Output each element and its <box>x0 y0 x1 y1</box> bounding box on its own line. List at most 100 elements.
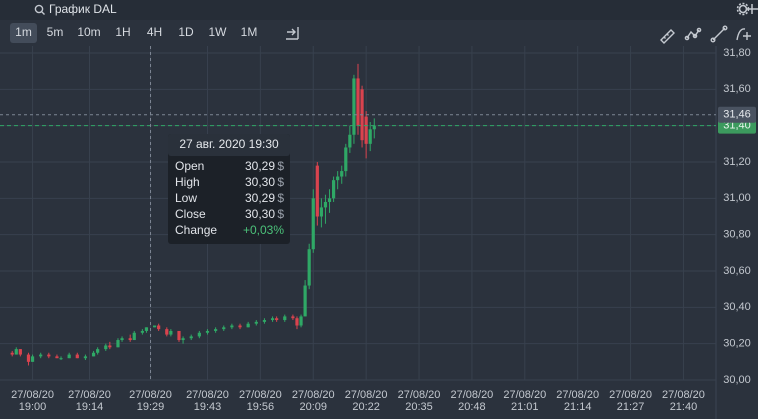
candle-body <box>169 330 173 335</box>
tooltip-value: +0,03% <box>243 223 284 237</box>
candle-body <box>303 285 307 317</box>
candle-body <box>340 171 344 177</box>
candle-body <box>157 325 161 330</box>
tooltip-title: 27 авг. 2020 19:30 <box>179 137 279 151</box>
timeframe-button[interactable]: 5m <box>47 25 64 39</box>
crosshair-tag <box>718 106 756 123</box>
candle-body <box>356 78 360 126</box>
candle-body <box>270 318 275 321</box>
x-tick-date: 27/08/20 <box>292 389 335 401</box>
candle-body <box>30 356 35 362</box>
tooltip-unit: $ <box>277 191 284 205</box>
x-tick-date: 27/08/20 <box>186 389 229 401</box>
candle-body <box>83 356 88 359</box>
tooltip-label: Low <box>175 191 197 205</box>
timeframe-button[interactable]: 1m <box>15 25 32 39</box>
candle-body <box>197 332 201 337</box>
export-icon[interactable] <box>286 27 299 40</box>
tooltip-label: Close <box>175 207 206 221</box>
candle-body <box>104 345 108 350</box>
y-tick-label: 31,60 <box>723 83 751 95</box>
tooltip-body <box>168 134 290 244</box>
x-tick-time: 21:27 <box>617 401 645 413</box>
x-tick-date: 27/08/20 <box>556 389 599 401</box>
add-icon[interactable] <box>747 4 758 14</box>
tooltip-unit: $ <box>277 159 284 173</box>
x-tick-date: 27/08/20 <box>345 389 388 401</box>
tooltip-label: Open <box>175 159 204 173</box>
candle-body <box>181 338 185 341</box>
candle-body <box>165 329 169 335</box>
x-tick-date: 27/08/20 <box>398 389 441 401</box>
tooltip-unit: $ <box>277 175 284 189</box>
x-tick-date: 27/08/20 <box>609 389 652 401</box>
candle-body <box>152 325 157 328</box>
x-tick-time: 20:09 <box>299 401 327 413</box>
timeframe-button[interactable]: 4H <box>147 25 162 39</box>
y-tick-label: 31,80 <box>723 47 751 59</box>
x-tick-date: 27/08/20 <box>239 389 282 401</box>
candle-body <box>26 354 31 362</box>
candle-body <box>144 327 149 331</box>
x-tick-date: 27/08/20 <box>68 389 111 401</box>
candle-body <box>352 78 356 135</box>
candle-body <box>116 340 120 348</box>
x-tick-date: 27/08/20 <box>129 389 172 401</box>
candle-body <box>262 320 267 322</box>
timeframe-button[interactable]: 1W <box>209 25 228 39</box>
candle-body <box>67 354 71 359</box>
y-tick-label: 30,00 <box>723 374 751 386</box>
candle-body <box>372 125 376 130</box>
x-tick-time: 19:29 <box>137 401 165 413</box>
x-tick-date: 27/08/20 <box>662 389 705 401</box>
x-tick-time: 21:14 <box>564 401 592 413</box>
x-tick-time: 20:48 <box>458 401 486 413</box>
x-tick-date: 27/08/20 <box>503 389 546 401</box>
candle-body <box>344 147 348 172</box>
candle-body <box>75 354 79 359</box>
tooltip-value: 30,29 <box>245 191 275 205</box>
candle-body <box>348 134 352 148</box>
search-field[interactable]: График DAL <box>49 2 117 16</box>
candle-body <box>222 327 226 330</box>
tool-icons[interactable] <box>660 25 751 44</box>
candle-body <box>91 352 96 357</box>
timeframe-button[interactable]: 1H <box>115 25 130 39</box>
candle-body <box>214 329 218 331</box>
timeframe-button[interactable]: 10m <box>77 25 100 39</box>
candle-body <box>336 176 340 181</box>
candle-body <box>189 336 193 339</box>
candle-body <box>319 207 323 217</box>
last-price-label: 31,40 <box>723 120 751 132</box>
timeframe-button[interactable]: 1D <box>178 25 194 39</box>
candle-body <box>108 345 112 348</box>
candle-body <box>14 349 18 355</box>
candle-body <box>59 358 63 360</box>
tooltip-value: 30,30 <box>245 207 275 221</box>
candle-body <box>323 201 328 208</box>
timeframe-active-bg <box>10 23 37 43</box>
x-tick-time: 21:01 <box>511 401 539 413</box>
search-icon <box>34 4 45 15</box>
x-tick-time: 19:00 <box>19 401 47 413</box>
candle-body <box>331 180 336 199</box>
candle-body <box>238 325 242 328</box>
candle-body <box>128 338 132 341</box>
candle-body <box>368 129 372 144</box>
candles <box>10 63 376 366</box>
candle-body <box>291 316 295 319</box>
candle-body <box>275 318 279 321</box>
candle-body <box>254 321 258 324</box>
x-tick-date: 27/08/20 <box>11 389 54 401</box>
timeframe-button[interactable]: 1M <box>241 25 258 39</box>
candle-body <box>246 323 250 328</box>
x-tick-time: 19:56 <box>247 401 275 413</box>
y-tick-label: 30,60 <box>723 265 751 277</box>
candle-body <box>47 354 51 357</box>
candle-body <box>10 352 14 355</box>
candle-body <box>230 325 234 328</box>
candle-body <box>39 354 43 357</box>
